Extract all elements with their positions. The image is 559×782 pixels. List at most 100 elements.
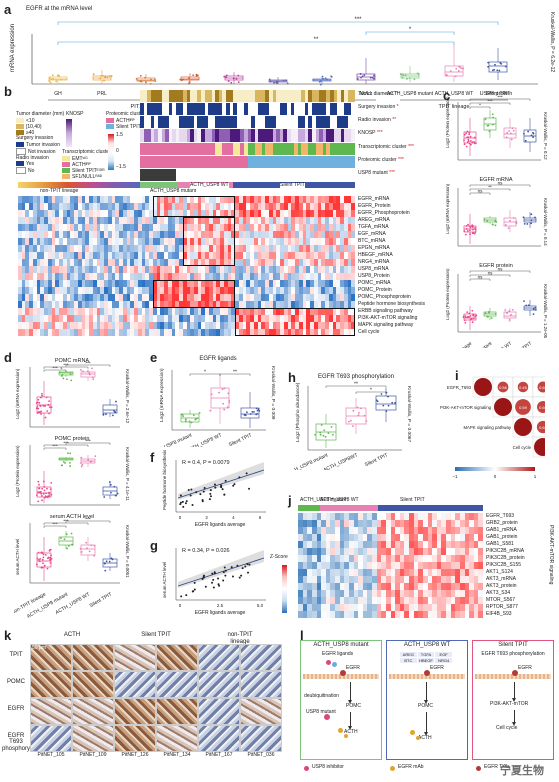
heat-cell	[81, 245, 86, 253]
k-ihc-image	[30, 698, 72, 725]
j-heat-cell	[348, 611, 354, 619]
j-heat-cell	[348, 597, 354, 605]
heat-cell	[156, 231, 161, 239]
c-box-0-0-point	[463, 139, 465, 142]
l1-arrow-2-head	[348, 726, 352, 730]
heat-cell	[59, 301, 64, 309]
heat-cell	[47, 259, 52, 267]
heat-cell	[201, 224, 206, 232]
heat-cell	[175, 273, 180, 281]
j-heat-cell	[432, 513, 438, 521]
d-sig-2-0: ***	[52, 522, 58, 527]
j-heat-cell	[353, 562, 359, 570]
heat-cell	[141, 273, 146, 281]
heat-cell	[156, 224, 161, 232]
heat-cell	[276, 224, 281, 232]
radio-lvl-0: Yes	[26, 160, 35, 167]
heat-cell	[328, 287, 333, 295]
j-heat-cell	[436, 534, 442, 542]
l1-arrow-1	[350, 682, 351, 700]
heat-cell	[62, 231, 67, 239]
heat-cell	[265, 231, 270, 239]
heat-cell	[149, 245, 154, 253]
heat-cell	[261, 301, 266, 309]
heat-cell	[81, 217, 86, 225]
j-heat-cell	[344, 520, 350, 528]
j-heat-cell	[302, 576, 308, 584]
annot-cell	[251, 90, 255, 103]
annot-label-1: Surgery invasion *	[358, 104, 399, 111]
e-box-2-box	[240, 407, 260, 419]
j-heat-cell	[432, 576, 438, 584]
j-heat-cell	[353, 527, 359, 535]
heat-cell	[149, 203, 154, 211]
annot-cell	[251, 168, 255, 181]
heat-cell	[257, 245, 262, 253]
annot-cell	[229, 103, 234, 116]
annot-cell	[240, 103, 245, 116]
heat-cell	[47, 322, 52, 330]
heat-cell	[223, 231, 228, 239]
annot-cell	[247, 90, 252, 103]
heat-cell	[74, 315, 79, 323]
j-heat-cell	[344, 597, 350, 605]
a-box-1-point	[106, 76, 109, 79]
f-ylabel: Peptide hormone biosynthesis	[162, 450, 167, 510]
heat-cell	[212, 273, 217, 281]
annot-cell	[140, 103, 144, 116]
j-heat-cell	[395, 597, 401, 605]
c-box-1-1-point	[491, 223, 494, 226]
i-label-3: Cell cycle	[513, 445, 532, 450]
heat-cell	[122, 308, 127, 316]
d-box-0-2-point	[80, 369, 82, 371]
heat-cell	[77, 266, 82, 274]
annot-cell	[312, 116, 316, 129]
heat-cell	[92, 203, 97, 211]
j-heat-cell	[432, 569, 438, 577]
c-box-0-0-point	[473, 141, 475, 143]
g-point	[238, 576, 241, 579]
heat-cell	[145, 203, 150, 211]
annot-cell	[319, 116, 324, 129]
heat-cell	[96, 308, 101, 316]
a-box-4-point	[223, 75, 226, 78]
heat-cell	[231, 287, 236, 295]
heat-cell	[283, 259, 288, 267]
heat-cell	[51, 273, 56, 281]
c-box-1-1-point	[494, 224, 497, 227]
d-box-2-0-point	[48, 549, 51, 552]
e-box-1-point	[218, 391, 221, 394]
j-heat-cell	[446, 569, 451, 577]
j-heat-cell	[404, 597, 410, 605]
heat-cell	[272, 294, 277, 302]
annot-cell	[147, 142, 152, 155]
heat-cell	[51, 294, 56, 302]
j-heat-cell	[376, 548, 382, 556]
heat-cell	[298, 280, 303, 288]
i-scale-2: 1	[534, 474, 537, 479]
heat-cell	[175, 315, 180, 323]
heat-cell	[227, 224, 232, 232]
j-heat-cell	[422, 611, 428, 619]
e-box-0-point	[196, 417, 199, 420]
i-scale-1: 0	[494, 474, 497, 479]
heat-cell	[212, 231, 217, 239]
annot-cell	[344, 142, 349, 155]
k-ihc-image	[198, 644, 240, 671]
heat-cell	[201, 217, 206, 225]
zscore-bar	[282, 565, 287, 613]
annot-cell	[208, 129, 212, 142]
d-box-1-1-point	[64, 462, 66, 464]
j-heat-cell	[409, 534, 414, 542]
g-point	[185, 594, 188, 597]
e-title: EGFR ligands	[199, 356, 236, 362]
annot-cell	[243, 116, 248, 129]
annot-cell	[143, 168, 148, 181]
heat-cell	[235, 329, 240, 337]
heat-cell	[190, 294, 195, 302]
heat-cell	[212, 315, 217, 323]
c-box-1-2-point	[515, 220, 518, 223]
c-box-2-0-point	[472, 317, 475, 320]
j-heat-cell	[339, 576, 345, 584]
j-heat-cell	[432, 597, 438, 605]
